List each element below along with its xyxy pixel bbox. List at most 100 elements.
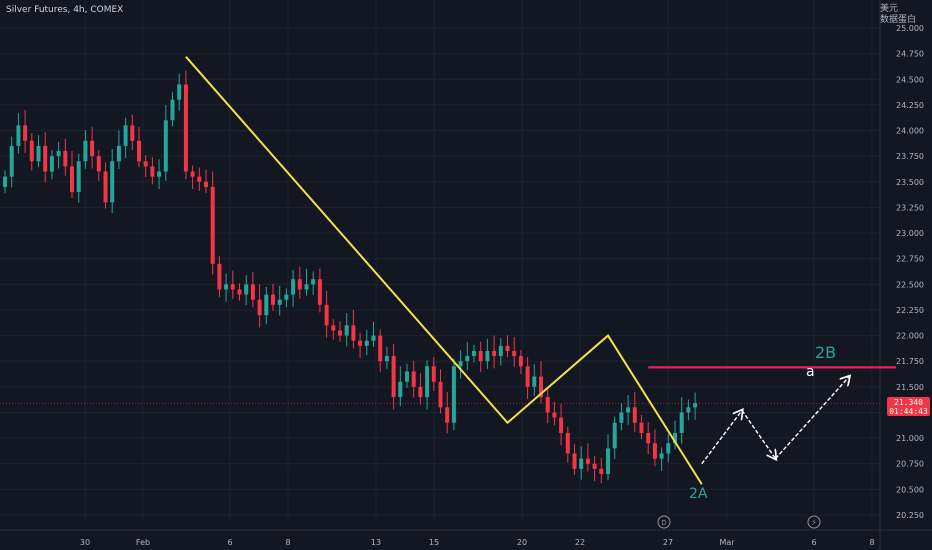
x-tick-label: 30 [80,538,90,547]
lightning-event-glyph: ⚡ [811,518,817,527]
candle-body [257,299,262,316]
y-tick-label: 24.750 [896,50,924,59]
candle-body [170,99,175,121]
candle-body [183,84,188,172]
dividend-event-icon [657,515,671,529]
bar-countdown: 01:44:43 [889,407,928,416]
candle-body [445,407,450,423]
wave-label-a: a [806,364,815,380]
candle-body [90,140,95,157]
y-tick-label: 21.500 [896,383,924,392]
y-tick-label: 22.250 [896,306,924,315]
candle-body [431,366,436,382]
wave-label-2b: 2B [815,343,837,362]
candle-body [157,171,162,177]
last-price-value: 21.340 [894,398,923,407]
y-tick-label: 25.000 [896,24,924,33]
candle-body [338,330,342,336]
candle-body [659,453,664,459]
y-tick-label: 23.000 [896,229,924,238]
y-tick-label: 24.500 [896,75,924,84]
candle-body [70,166,74,193]
wave-label-2a: 2A [689,486,708,502]
candle-body [230,284,235,290]
candle-body [163,120,168,172]
x-tick-label: 27 [663,538,673,547]
candle-body [344,325,349,336]
candle-body [137,140,141,162]
symbol-title[interactable]: Silver Futures, 4h, COMEX [6,5,124,15]
candle-body [317,279,322,305]
candle-body [612,422,617,449]
x-tick-label: 8 [869,538,874,547]
candle-body [626,407,631,413]
candle-body [465,356,470,362]
candle-body [384,356,389,362]
candle-body [43,145,48,172]
currency-line-2: 数据蛋白 [879,15,916,25]
y-tick-label: 20.500 [896,485,924,494]
candle-body [438,381,443,408]
candle-body [297,279,302,290]
candle-body [116,145,121,162]
candle-body [646,432,651,444]
candle-body [284,294,289,300]
candle-body [619,412,624,423]
candle-body [545,397,550,413]
candle-body [150,166,155,177]
candle-body [478,350,483,362]
candle-body [592,463,597,469]
candle-body [666,443,671,454]
candle-body [364,340,369,346]
candle-body [271,294,275,305]
candle-body [76,161,81,193]
x-tick-label: 6 [227,538,232,547]
x-tick-label: 8 [285,538,290,547]
candle-body [425,366,430,398]
candle-body [418,386,423,398]
candle-body [599,468,604,474]
y-tick-label: 21.750 [896,357,924,366]
candle-body [49,156,54,172]
candle-body [505,345,510,351]
projection-arrow [741,410,776,458]
candle-body [331,325,336,331]
candle-body [532,376,537,387]
candle-body [103,171,108,203]
projection-arrow [774,377,850,460]
candle-body [472,350,476,357]
candle-body [565,432,570,454]
x-tick-label: Mar [719,538,735,547]
candle-body [36,145,41,162]
candle-body [639,422,644,433]
candle-body [351,325,356,341]
y-tick-label: 23.750 [896,152,924,161]
candle-body [398,381,403,398]
candle-body [559,417,564,433]
candle-body [311,279,316,285]
candle-body [237,289,242,295]
candle-body [291,279,296,295]
currency-label[interactable]: 美元 数据蛋白 [880,4,916,26]
candle-body [204,181,208,187]
candle-body [96,156,101,172]
candle-body [110,161,115,203]
candle-body [391,356,396,398]
x-tick-label: 6 [811,538,816,547]
y-tick-label: 22.500 [896,280,924,289]
wave-path [185,56,703,485]
candle-body [539,376,543,398]
candle-body [217,263,222,290]
candle-body [458,361,463,367]
candle-body [358,340,363,346]
y-tick-label: 20.250 [896,511,924,520]
currency-line-1: 美元 [879,4,898,14]
y-tick-label: 24.000 [896,127,924,136]
x-tick-label: 22 [575,538,585,547]
candle-body [177,84,182,100]
y-tick-label: 24.250 [896,101,924,110]
projection-arrow [701,410,742,465]
y-tick-label: 23.500 [896,178,924,187]
candle-body [56,151,61,157]
